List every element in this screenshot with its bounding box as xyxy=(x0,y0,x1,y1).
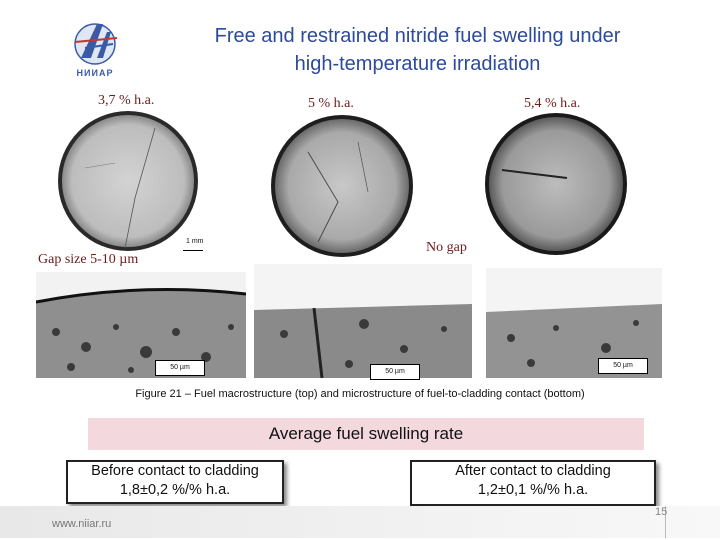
after-contact-box: After contact to cladding 1,2±0,1 %/% h.… xyxy=(410,460,656,506)
footer-bar xyxy=(0,506,720,538)
before-contact-box: Before contact to cladding 1,8±0,2 %/% h… xyxy=(66,460,284,504)
micro-scale-box-1: 50 µm xyxy=(155,360,205,376)
micro-scale-box-2: 50 µm xyxy=(370,364,420,380)
figure-caption: Figure 21 – Fuel macrostructure (top) an… xyxy=(135,388,585,400)
micro-scale-label-1: 50 µm xyxy=(170,364,190,371)
after-contact-title: After contact to cladding xyxy=(455,463,611,479)
no-gap-label: No gap xyxy=(426,240,467,255)
micro-photo-1 xyxy=(36,272,246,378)
rate-band xyxy=(88,418,644,450)
footer-url: www.niiar.ru xyxy=(52,518,112,530)
macro-photo-3 xyxy=(485,113,627,255)
rate-heading: Average fuel swelling rate xyxy=(268,424,464,443)
before-contact-value: 1,8±0,2 %/% h.a. xyxy=(119,482,231,498)
page-number: 15 xyxy=(655,506,668,518)
macro-label-3: 5,4 % h.a. xyxy=(524,96,581,111)
macro-photo-1 xyxy=(58,111,198,251)
macro-scale-bar xyxy=(183,250,203,251)
macro-photo-2 xyxy=(271,115,413,257)
before-contact-title: Before contact to cladding xyxy=(91,463,259,479)
micro-scale-label-2: 50 µm xyxy=(385,368,405,375)
macro-label-2: 5 % h.a. xyxy=(308,96,354,111)
micro-photo-2 xyxy=(254,264,472,378)
micro-scale-label-3: 50 µm xyxy=(613,362,633,369)
page-title: Free and restrained nitride fuel swellin… xyxy=(145,22,690,78)
gap-size-label: Gap size 5-10 µm xyxy=(38,252,139,267)
title-line-2: high-temperature irradiation xyxy=(294,53,541,75)
after-contact-value: 1,2±0,1 %/% h.a. xyxy=(477,482,589,498)
title-line-1: Free and restrained nitride fuel swellin… xyxy=(214,25,621,47)
footer-divider xyxy=(665,506,666,538)
macro-label-1: 3,7 % h.a. xyxy=(98,93,155,108)
logo-text: НИИАР xyxy=(76,68,114,78)
macro-scale-label: 1 mm xyxy=(186,238,204,245)
niiar-logo xyxy=(74,23,118,65)
micro-scale-box-3: 50 µm xyxy=(598,358,648,374)
